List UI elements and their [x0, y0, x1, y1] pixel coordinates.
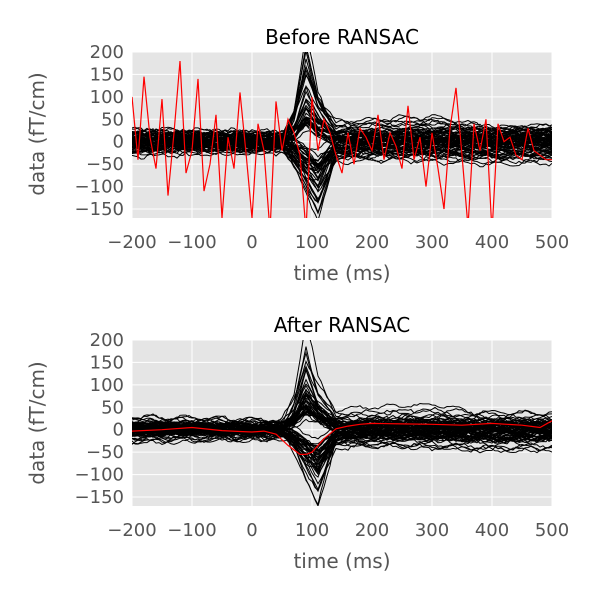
channel-trace-line — [132, 433, 552, 492]
y-tick-label: 200 — [90, 330, 124, 351]
channel-trace-line — [132, 435, 552, 470]
y-axis-label: data (fT/cm) — [25, 361, 49, 485]
channel-trace-line — [132, 428, 552, 473]
channel-trace-line — [132, 417, 552, 440]
channel-trace-line — [132, 420, 552, 460]
x-tick-label: 0 — [246, 232, 257, 253]
x-tick-label: 500 — [535, 232, 569, 253]
y-tick-label: −50 — [86, 442, 124, 463]
after-ransac-plot: After RANSAC time (ms) data (fT/cm) −200… — [25, 313, 569, 573]
x-tick-label: 100 — [295, 232, 329, 253]
y-tick-label: −150 — [75, 199, 124, 220]
y-tick-label: 150 — [90, 64, 124, 85]
y-tick-label: 0 — [113, 132, 124, 153]
x-tick-label: 400 — [475, 232, 509, 253]
highlighted-channel-line — [132, 420, 552, 455]
chart-title: Before RANSAC — [265, 25, 419, 49]
channel-traces — [132, 52, 552, 218]
y-tick-label: 100 — [90, 375, 124, 396]
x-axis-label: time (ms) — [293, 549, 390, 573]
y-tick-label: 50 — [101, 397, 124, 418]
x-tick-label: −100 — [167, 520, 216, 541]
x-tick-label: 300 — [415, 232, 449, 253]
before-ransac-plot: Before RANSAC time (ms) data (fT/cm) −20… — [25, 25, 569, 285]
y-tick-label: 100 — [90, 87, 124, 108]
channel-trace-line — [132, 430, 552, 449]
x-tick-label: 200 — [355, 232, 389, 253]
channel-traces — [132, 340, 552, 506]
channel-trace-line — [132, 406, 552, 440]
y-tick-label: −50 — [86, 154, 124, 175]
y-axis-label: data (fT/cm) — [25, 72, 49, 196]
y-tick-label: 0 — [113, 420, 124, 441]
x-tick-label: 300 — [415, 520, 449, 541]
y-tick-label: 50 — [101, 109, 124, 130]
x-tick-label: 400 — [475, 520, 509, 541]
x-tick-label: 0 — [246, 520, 257, 541]
x-tick-label: 500 — [535, 520, 569, 541]
channel-trace-line — [132, 129, 552, 165]
highlighted-channel-line — [132, 60, 552, 218]
x-tick-label: −200 — [107, 232, 156, 253]
channel-trace-line — [132, 64, 552, 137]
x-tick-label: −200 — [107, 520, 156, 541]
channel-trace-line — [132, 98, 552, 140]
x-tick-label: −100 — [167, 232, 216, 253]
channel-trace-line — [132, 128, 552, 179]
y-tick-label: 150 — [90, 352, 124, 373]
channel-trace-line — [132, 400, 552, 426]
chart-title: After RANSAC — [274, 313, 410, 337]
y-tick-label: −100 — [75, 465, 124, 486]
channel-trace-line — [132, 427, 552, 468]
channel-trace-line — [132, 389, 552, 425]
x-axis-label: time (ms) — [293, 261, 390, 285]
y-tick-label: 200 — [90, 42, 124, 63]
y-tick-label: −150 — [75, 487, 124, 508]
x-tick-label: 200 — [355, 520, 389, 541]
x-tick-label: 100 — [295, 520, 329, 541]
y-tick-label: −100 — [75, 177, 124, 198]
